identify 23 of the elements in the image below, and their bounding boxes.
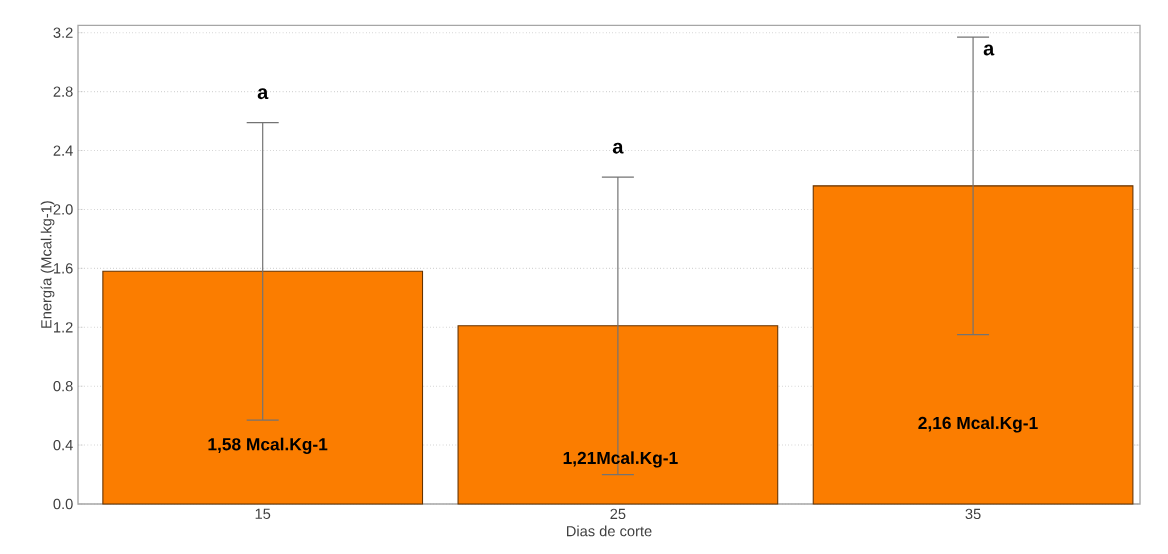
y-tick-label: 2.0	[53, 204, 73, 215]
y-tick-label: 3.2	[53, 27, 73, 38]
y-tick-label: 1.6	[54, 263, 73, 274]
bar	[812, 185, 1134, 505]
data-label: 1,58 Mcal.Kg-1	[208, 437, 328, 454]
bar	[102, 270, 424, 505]
y-tick-label: 0.8	[53, 381, 73, 392]
annotation: a	[612, 142, 624, 154]
y-tick-label: 0.4	[53, 439, 73, 451]
data-label: 1,21Mcal.Kg-1	[563, 451, 678, 468]
annotation: a	[257, 88, 269, 100]
x-tick-label: 15	[255, 508, 271, 519]
y-tick-label: 1.2	[54, 322, 73, 333]
data-label: 2,16 Mcal.Kg-1	[918, 416, 1038, 433]
annotation: a	[983, 44, 995, 56]
x-tick-label: 35	[965, 508, 981, 520]
y-tick-label: 2.4	[53, 145, 73, 156]
x-tick-label: 25	[610, 508, 626, 520]
x-axis-title: Dias de corte	[567, 525, 652, 537]
y-tick-label: 2.8	[53, 86, 73, 97]
y-tick-label: 0.0	[53, 498, 73, 510]
y-axis-title: Energía (Mcal.kg-1)	[40, 201, 55, 328]
bar	[457, 325, 779, 505]
